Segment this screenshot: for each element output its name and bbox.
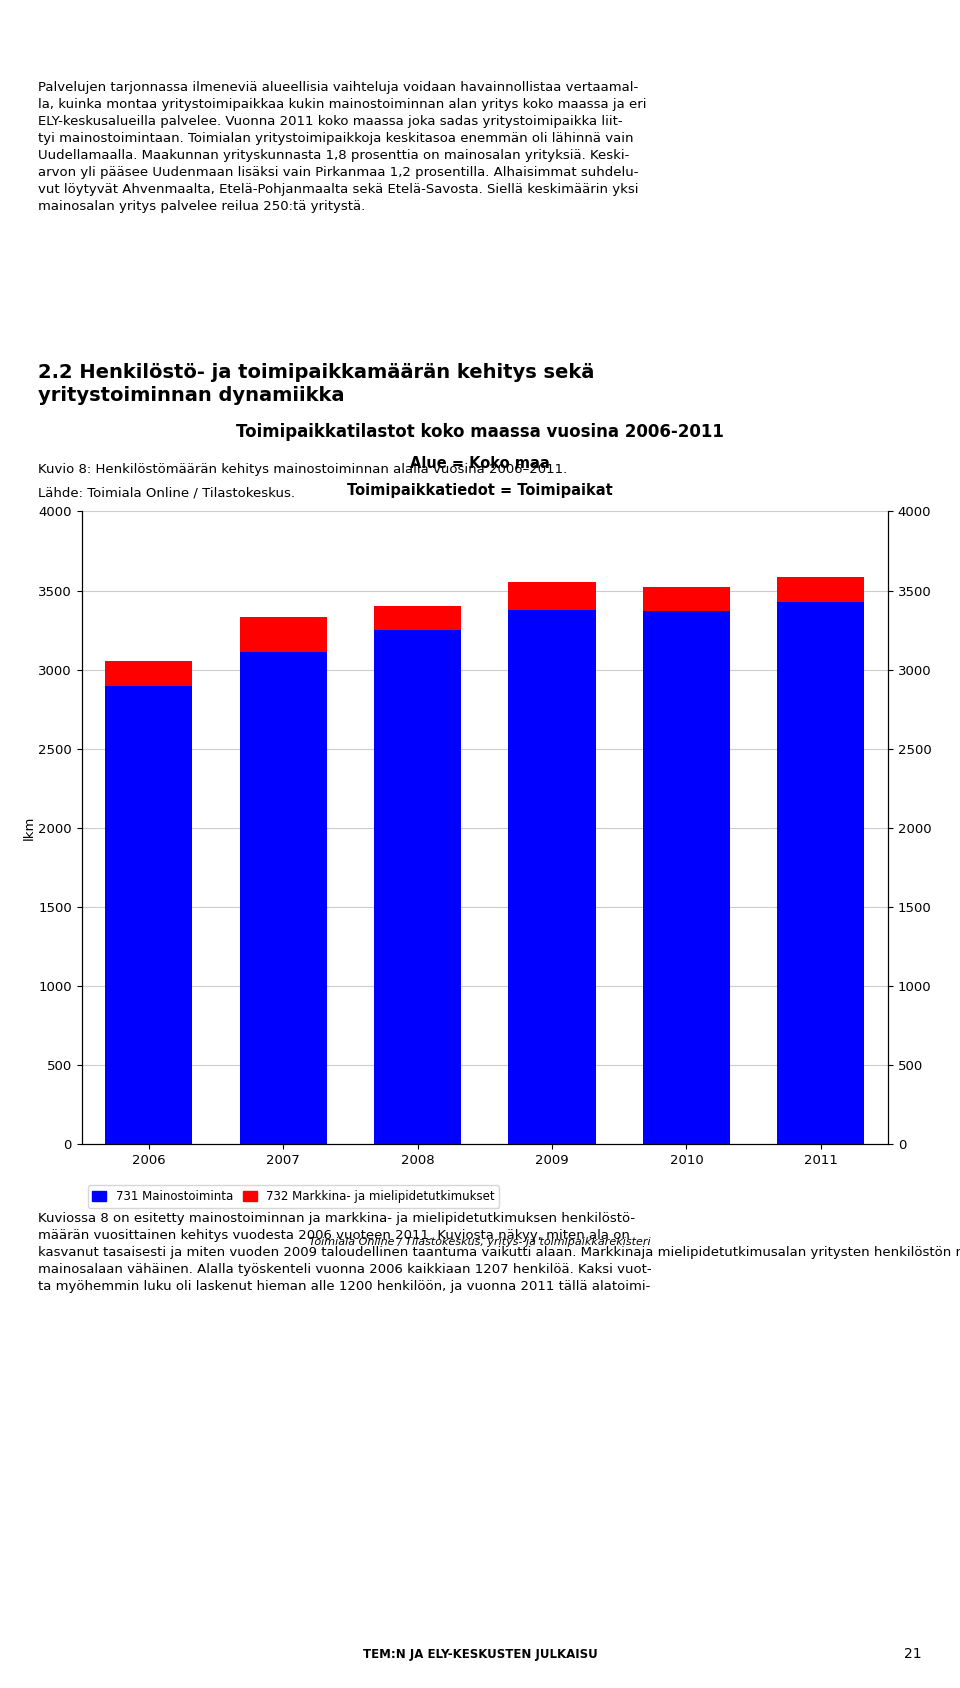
Bar [777, 601, 864, 1144]
Y-axis label: lkm: lkm [22, 815, 36, 841]
Bar [373, 606, 461, 630]
Bar [239, 652, 326, 1144]
Bar [508, 609, 595, 1144]
Text: Kuviossa 8 on esitetty mainostoiminnan ja markkina- ja mielipidetutkimuksen henk: Kuviossa 8 on esitetty mainostoiminnan j… [38, 1212, 960, 1293]
Text: Toimipaikkatiedot = Toimipaikat: Toimipaikkatiedot = Toimipaikat [348, 483, 612, 498]
Text: Toimipaikkatilastot koko maassa vuosina 2006-2011: Toimipaikkatilastot koko maassa vuosina … [236, 422, 724, 441]
Bar [373, 630, 461, 1144]
Bar [508, 582, 595, 609]
Text: 2.2 Henkilöstö- ja toimipaikkamäärän kehitys sekä
yritystoiminnan dynamiikka: 2.2 Henkilöstö- ja toimipaikkamäärän keh… [38, 363, 595, 405]
Text: 21: 21 [904, 1647, 922, 1661]
Bar [777, 577, 864, 601]
Text: Lähde: Toimiala Online / Tilastokeskus.: Lähde: Toimiala Online / Tilastokeskus. [38, 486, 296, 500]
Bar [106, 685, 192, 1144]
Text: Kuvio 8: Henkilöstömäärän kehitys mainostoiminnan alalla vuosina 2006–2011.: Kuvio 8: Henkilöstömäärän kehitys mainos… [38, 463, 567, 476]
Text: Toimiala Online / Tilastokeskus, yritys- ja toimipaikkarekisteri: Toimiala Online / Tilastokeskus, yritys-… [309, 1237, 651, 1247]
Bar [106, 662, 192, 685]
Bar [239, 618, 326, 652]
Bar [642, 611, 730, 1144]
Bar [642, 587, 730, 611]
Text: TEM:N JA ELY-KESKUSTEN JULKAISU: TEM:N JA ELY-KESKUSTEN JULKAISU [363, 1647, 597, 1661]
Text: Palvelujen tarjonnassa ilmeneviä alueellisia vaihteluja voidaan havainnollistaa : Palvelujen tarjonnassa ilmeneviä alueell… [38, 81, 647, 213]
Text: Alue = Koko maa: Alue = Koko maa [410, 456, 550, 471]
Legend: 731 Mainostoiminta, 732 Markkina- ja mielipidetutkimukset: 731 Mainostoiminta, 732 Markkina- ja mie… [87, 1185, 499, 1207]
